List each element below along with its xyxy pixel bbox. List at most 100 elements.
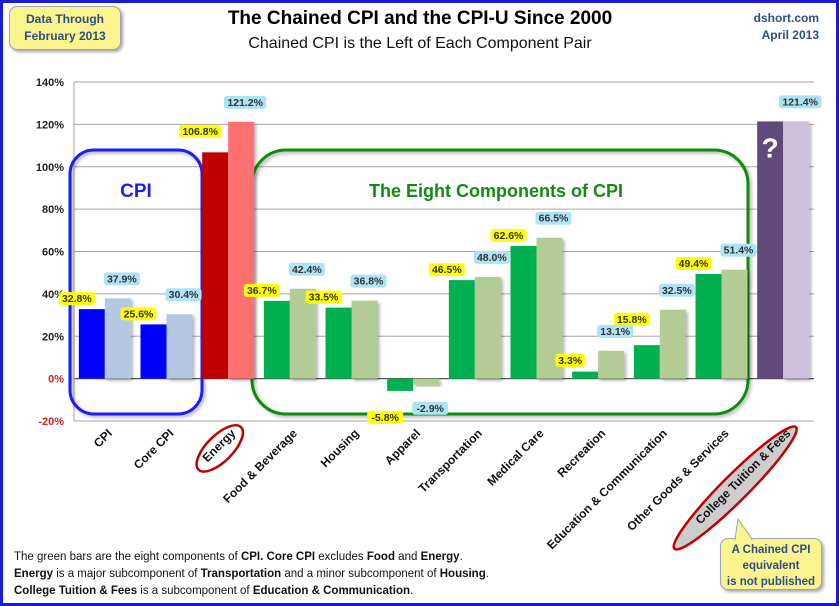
- data-label-cpi-u-bg: [165, 288, 202, 302]
- bar-cpi-u: [413, 378, 440, 385]
- footnote-segment: excludes: [315, 551, 367, 563]
- bar-chained-cpi: [448, 280, 475, 379]
- footnote-segment: .: [410, 585, 414, 597]
- bar-chained-cpi: [140, 324, 167, 379]
- data-label-cpi-u: 51.4%: [724, 245, 754, 257]
- footnote-segment: Transportation: [200, 568, 282, 580]
- bar-chained-cpi: [510, 245, 537, 379]
- components-group-label: The Eight Components of CPI: [369, 181, 623, 201]
- y-tick-label: 40%: [42, 289, 64, 301]
- bar-chained-cpi: [572, 371, 599, 379]
- data-through-badge: Data Through February 2013: [9, 6, 121, 50]
- data-label-chained-bg: [428, 263, 465, 277]
- footnote-segment: Food: [366, 551, 395, 563]
- y-tick-label: 0%: [48, 374, 64, 386]
- data-label-chained-bg: [58, 292, 95, 306]
- data-label-cpi-u-bg: [658, 283, 695, 297]
- bar-chained-cpi: [202, 152, 229, 379]
- data-label-chained: -5.8%: [371, 412, 399, 424]
- footnote: The green bars are the eight components …: [14, 549, 489, 600]
- y-axis: 140% 120% 100% 80% 60% 40% 20% 0% -20%: [36, 77, 64, 428]
- x-tick-label: Apparel: [382, 426, 423, 467]
- data-label-cpi-u: 30.4%: [169, 289, 199, 301]
- data-label-cpi-u-bg: [778, 95, 822, 109]
- source-date: April 2013: [761, 28, 819, 42]
- data-labels: 32.8% 37.9% 25.6% 30.4% 106.8% 121.2% 36.7% 42.…: [58, 95, 822, 424]
- y-tick-label: 140%: [36, 77, 64, 89]
- bar-cpi-u: [721, 269, 748, 379]
- bar-cpi-u: [166, 314, 193, 379]
- y-tick-label: 20%: [42, 331, 64, 343]
- y-tick-label: -20%: [38, 416, 64, 428]
- footnote-segment: .: [485, 568, 489, 580]
- data-through-line1: Data Through: [26, 12, 104, 26]
- highlight-ellipse: [195, 424, 245, 473]
- x-tick-label: Education & Communication: [544, 426, 670, 552]
- data-label-cpi-u-bg: [720, 243, 757, 257]
- callout-line-1: A Chained CPI: [731, 544, 811, 556]
- bars: ?: [78, 121, 810, 391]
- bar-cpi-u: [659, 309, 686, 379]
- data-through-line2: February 2013: [24, 29, 106, 43]
- x-tick-label: Core CPI: [131, 426, 177, 472]
- data-label-chained: 46.5%: [432, 264, 462, 276]
- footnote-segment: College Tuition & Fees: [14, 585, 138, 597]
- bar-chained-cpi: [78, 309, 105, 379]
- chart-title: The Chained CPI and the CPI-U Since 2000: [227, 8, 613, 29]
- data-label-cpi-u-bg: [597, 324, 634, 338]
- footnote-segment: Housing: [439, 568, 486, 580]
- y-tick-label: 120%: [36, 119, 64, 131]
- footnote-line-3: College Tuition & Fees is a subcomponent…: [14, 583, 489, 600]
- footnote-segment: .: [459, 551, 463, 563]
- footnote-line-2: Energy is a major subcomponent of Transp…: [14, 566, 489, 583]
- data-label-cpi-u: 121.4%: [782, 96, 818, 108]
- bar-cpi-u: [783, 121, 810, 379]
- footnote-segment: Energy: [14, 568, 53, 580]
- bar-chained-cpi: [633, 345, 660, 379]
- bar-chained-cpi: [695, 273, 722, 379]
- data-label-cpi-u: 48.0%: [477, 252, 507, 264]
- x-tick-label: Medical Care: [484, 426, 546, 488]
- data-label-cpi-u: 66.5%: [539, 213, 569, 225]
- data-label-chained-bg: [613, 312, 650, 326]
- data-label-cpi-u: 13.1%: [600, 326, 630, 338]
- data-label-chained-bg: [675, 256, 712, 270]
- x-tick-label: Transportation: [416, 426, 485, 495]
- bar-chained-cpi: [325, 307, 352, 379]
- footnote-segment: Energy: [420, 551, 460, 563]
- source-credit: dshort.com April 2013: [754, 10, 819, 44]
- bar-chained-cpi: [757, 121, 784, 379]
- data-label-chained-bg: [490, 228, 527, 242]
- data-label-chained: 32.8%: [62, 293, 92, 305]
- cpi-group-box: [68, 148, 204, 416]
- data-label-chained: 49.4%: [679, 258, 709, 270]
- bar-cpi-u: [289, 288, 316, 379]
- footnote-segment: Education & Communication: [252, 585, 410, 597]
- data-label-chained: 25.6%: [124, 308, 154, 320]
- data-label-chained-bg: [178, 124, 222, 138]
- data-label-chained: 106.8%: [182, 126, 218, 138]
- footnote-segment: CPI. Core CPI: [240, 551, 316, 563]
- data-label-cpi-u: -2.9%: [416, 403, 444, 415]
- data-label-chained: 62.6%: [494, 230, 524, 242]
- data-label-cpi-u-bg: [103, 272, 140, 286]
- data-label-cpi-u-bg: [288, 262, 325, 276]
- unknown-value-mark: ?: [762, 132, 779, 163]
- data-label-cpi-u-bg: [223, 95, 267, 109]
- chart-subtitle: Chained CPI is the Left of Each Componen…: [248, 35, 592, 52]
- data-label-cpi-u-bg: [535, 211, 572, 225]
- highlight-ellipse: [672, 425, 798, 551]
- callout-line-3: is not published: [726, 576, 816, 588]
- data-label-cpi-u: 37.9%: [107, 273, 137, 285]
- footnote-segment: The green bars are the eight components …: [14, 551, 241, 563]
- data-label-chained: 3.3%: [558, 355, 583, 367]
- source-site: dshort.com: [753, 11, 819, 25]
- data-label-cpi-u-bg: [412, 401, 449, 415]
- data-label-cpi-u-bg: [350, 274, 387, 288]
- data-label-cpi-u: 36.8%: [354, 276, 384, 288]
- x-tick-label: Housing: [318, 426, 362, 470]
- data-label-cpi-u: 42.4%: [292, 264, 322, 276]
- x-tick-label: Recreation: [555, 426, 609, 480]
